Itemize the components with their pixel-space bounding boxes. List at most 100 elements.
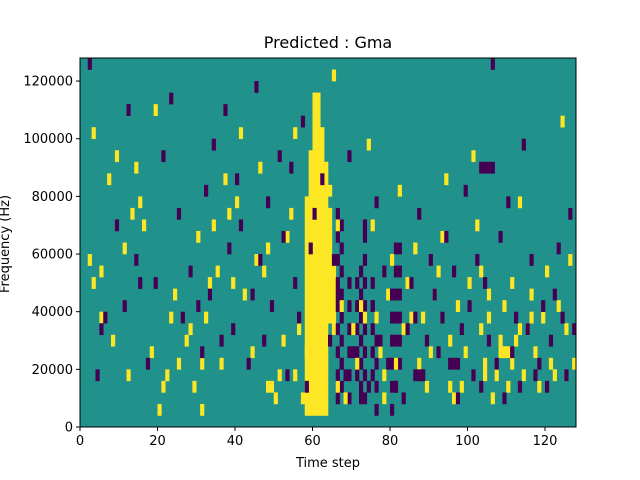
heatmap-cell-high <box>173 288 178 301</box>
heatmap-cell-low <box>483 161 488 174</box>
heatmap-cell-low <box>335 230 340 243</box>
heatmap-cell-high <box>324 184 329 197</box>
heatmap-cell-high <box>312 392 317 405</box>
heatmap-cell-low <box>308 242 313 255</box>
heatmap-cell-high <box>552 369 557 382</box>
heatmap-cell-low <box>370 346 375 359</box>
heatmap-cell-high <box>452 392 457 405</box>
heatmap-cell-low <box>471 369 476 382</box>
heatmap-cell-low <box>231 323 236 336</box>
heatmap-cell-high <box>471 150 476 163</box>
heatmap-cell-low <box>417 207 422 220</box>
heatmap-cell-high <box>227 207 232 220</box>
heatmap-cell-high <box>324 288 329 301</box>
y-axis-label: Frequency (Hz) <box>0 195 13 293</box>
heatmap-cell-high <box>312 254 317 266</box>
y-tick-label: 40000 <box>32 305 73 320</box>
heatmap-cell-low <box>320 173 325 186</box>
heatmap-cell-high <box>312 184 317 197</box>
heatmap-cell-high <box>324 300 329 312</box>
heatmap-cell-high <box>316 104 321 116</box>
heatmap-cell-high <box>215 265 220 278</box>
heatmap-cell-low <box>300 115 306 128</box>
heatmap-cell-low <box>390 311 395 324</box>
heatmap-cell-high <box>324 323 329 336</box>
heatmap-cell-high <box>312 115 317 128</box>
heatmap-cell-low <box>514 311 519 324</box>
heatmap-cell-high <box>328 300 333 312</box>
heatmap-cell-low <box>339 380 344 393</box>
heatmap-cell-high <box>111 334 116 347</box>
heatmap-cell-high <box>312 334 317 347</box>
heatmap-cell-high <box>320 254 325 266</box>
heatmap-cell-high <box>320 265 325 278</box>
heatmap-cell-low <box>409 277 414 289</box>
heatmap-cell-high <box>204 311 209 324</box>
heatmap-cell-low <box>266 196 271 209</box>
heatmap-cell-high <box>130 207 135 220</box>
heatmap-cell-high <box>320 357 325 370</box>
heatmap-cell-high <box>312 300 317 312</box>
heatmap-cell-high <box>304 403 309 416</box>
heatmap-cell-low <box>370 323 375 336</box>
heatmap-cell-high <box>424 380 430 393</box>
heatmap-cell-high <box>192 380 197 393</box>
heatmap-cell-low <box>359 288 364 301</box>
heatmap-cell-high <box>506 380 511 393</box>
heatmap-cell-high <box>211 219 216 232</box>
heatmap-cell-high <box>572 357 577 370</box>
heatmap-cell-high <box>316 196 321 209</box>
heatmap-cell-low <box>335 300 340 312</box>
heatmap-cell-high <box>386 288 391 301</box>
heatmap-cell-low <box>188 265 193 278</box>
heatmap-cell-low <box>347 277 352 289</box>
heatmap-cell-high <box>308 219 313 232</box>
heatmap-cell-low <box>378 334 383 347</box>
heatmap-cell-high <box>324 392 329 405</box>
heatmap-cell-high <box>331 288 337 301</box>
heatmap-cell-high <box>304 323 309 336</box>
heatmap-cell-high <box>541 311 546 324</box>
heatmap-cell-high <box>324 242 329 255</box>
heatmap-cell-high <box>308 311 313 324</box>
heatmap-cell-low <box>390 288 395 301</box>
heatmap-cell-high <box>312 403 317 416</box>
heatmap-cell-high <box>510 277 515 289</box>
heatmap-cell-high <box>320 127 325 140</box>
heatmap-cell-high <box>316 311 321 324</box>
heatmap-cell-low <box>339 357 344 370</box>
heatmap-cell-low <box>467 300 472 312</box>
heatmap-cell-low <box>335 323 340 336</box>
heatmap-cell-high <box>320 323 325 336</box>
heatmap-cell-low <box>362 277 368 289</box>
heatmap-cell-low <box>297 311 302 324</box>
heatmap-cell-high <box>320 392 325 405</box>
heatmap-cell-low <box>436 346 441 359</box>
heatmap-cell-high <box>490 392 495 405</box>
heatmap-cell-low <box>362 323 368 336</box>
heatmap-cell-high <box>316 334 321 347</box>
heatmap-cell-low <box>359 380 364 393</box>
heatmap-cell-high <box>320 334 325 347</box>
heatmap-cell-high <box>316 369 321 382</box>
heatmap-cell-high <box>339 300 344 312</box>
heatmap-cell-high <box>308 334 313 347</box>
heatmap-cell-low <box>417 369 422 382</box>
heatmap-cell-high <box>312 196 317 209</box>
heatmap-cell-high <box>378 346 383 359</box>
heatmap-cell-low <box>258 254 263 266</box>
heatmap-cell-low <box>176 207 182 220</box>
heatmap-cell-high <box>157 403 162 416</box>
heatmap-cell-low <box>397 288 402 301</box>
heatmap-cell-low <box>285 369 290 382</box>
heatmap-cell-low <box>374 380 379 393</box>
heatmap-cell-high <box>548 357 554 370</box>
heatmap-cell-low <box>486 334 492 347</box>
heatmap-cell-high <box>184 334 189 347</box>
heatmap-cell-low <box>87 58 92 70</box>
heatmap-cell-high <box>374 311 379 324</box>
heatmap-cell-low <box>235 173 240 186</box>
heatmap-cell-high <box>161 380 166 393</box>
heatmap-cell-high <box>308 288 313 301</box>
heatmap-cell-high <box>316 150 321 163</box>
